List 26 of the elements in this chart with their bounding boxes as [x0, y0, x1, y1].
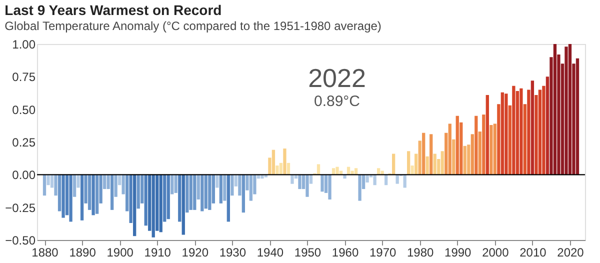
y-tick-label: 0.25 [12, 136, 36, 150]
x-tick-label: 1980 [407, 246, 434, 260]
x-tick-label: 1940 [256, 246, 284, 260]
x-tick-label: 1970 [369, 246, 396, 260]
y-tick-label: −0.50 [5, 234, 36, 248]
x-tick-label: 1950 [294, 246, 322, 260]
x-tick-label: 1890 [69, 246, 96, 260]
x-tick-label: 1930 [219, 246, 246, 260]
annotation: 0.89°C [314, 93, 360, 110]
annotation: 2022 [308, 63, 366, 93]
x-tick-label: 2020 [557, 246, 584, 260]
x-tick-label: 1880 [32, 246, 59, 260]
y-tick-label: 0.75 [12, 70, 36, 84]
x-tick-label: 2000 [482, 246, 510, 260]
x-tick-label: 2010 [520, 246, 547, 260]
x-tick-label: 1990 [444, 246, 472, 260]
y-tick-label: −0.25 [5, 200, 36, 215]
x-tick-label: 1920 [182, 246, 209, 260]
y-tick-label: 0.50 [12, 102, 36, 117]
y-tick-label: 1.00 [12, 38, 36, 52]
x-tick-label: 1960 [332, 246, 359, 260]
chart-subtitle: Global Temperature Anomaly (°C compared to the 1951-1980 average) [4, 19, 382, 33]
chart-title: Last 9 Years Warmest on Record [4, 2, 222, 18]
x-tick-label: 1910 [144, 246, 172, 260]
y-tick-label: 0.00 [12, 168, 36, 182]
x-tick-label: 1900 [106, 246, 134, 260]
